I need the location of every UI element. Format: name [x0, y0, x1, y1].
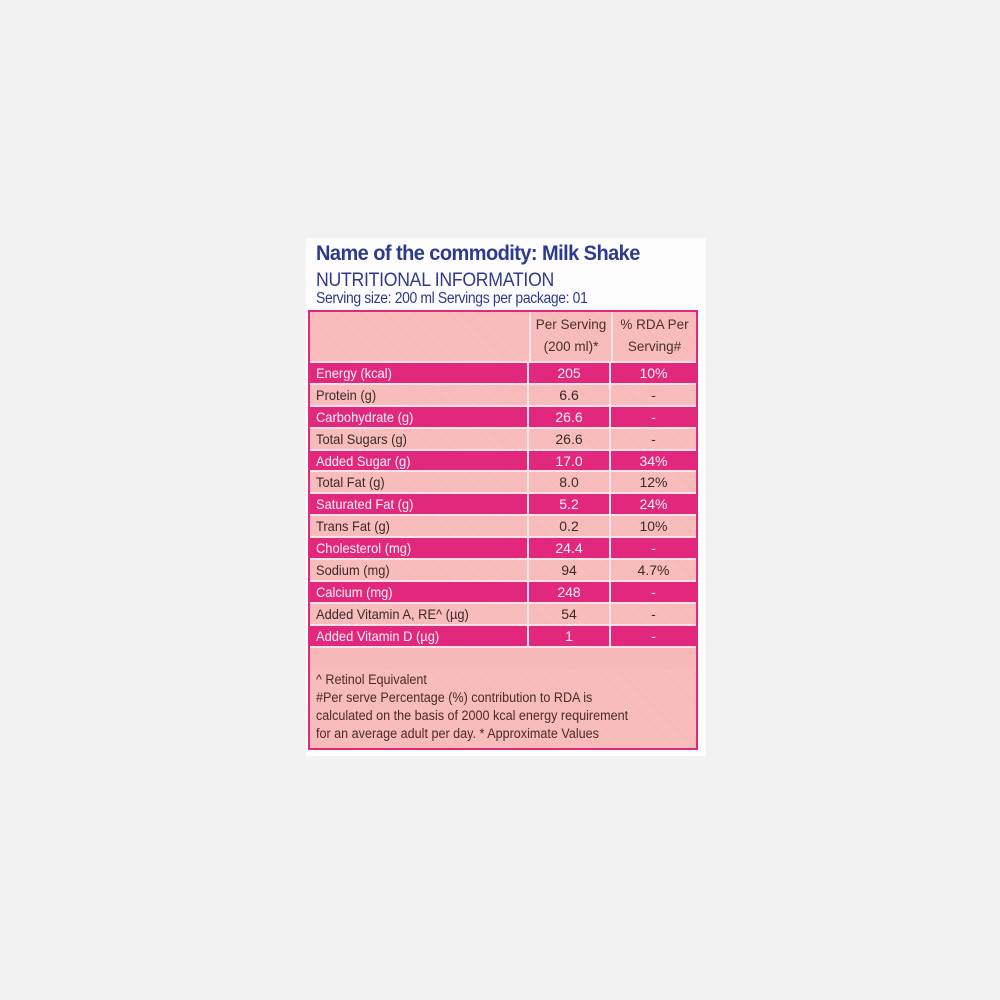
rda-value: 34% — [609, 450, 696, 471]
per-serving-value: 248 — [527, 581, 609, 602]
table-row-cholesterol: Cholesterol (mg) 24.4 - — [310, 538, 696, 561]
rda-value: - — [609, 406, 696, 427]
rda-value: - — [609, 603, 696, 624]
nutrient-name: Saturated Fat (g) — [316, 496, 414, 513]
table-row-sodium: Sodium (mg) 94 4.7% — [310, 560, 696, 582]
rda-value: - — [609, 428, 696, 449]
nutrient-name: Energy (kcal) — [316, 365, 392, 381]
rda-value: 10% — [609, 516, 696, 537]
per-serving-value: 26.6 — [527, 406, 609, 427]
nutrient-name: Total Fat (g) — [316, 474, 385, 491]
rda-value: 4.7% — [609, 560, 696, 580]
nutrition-table: Per Serving (200 ml)* % RDA Per Serving#… — [308, 310, 698, 750]
table-row-protein: Protein (g) 6.6 - — [310, 384, 696, 407]
table-body: Energy (kcal) 205 10% Protein (g) 6.6 - … — [310, 363, 696, 648]
table-row-carbohydrate: Carbohydrate (g) 26.6 - — [310, 406, 696, 429]
per-serving-value: 0.2 — [527, 516, 609, 537]
rda-value: 24% — [609, 494, 696, 515]
per-serving-value: 26.6 — [527, 428, 609, 449]
nutrient-name: Calcium (mg) — [316, 583, 393, 600]
per-serving-value: 6.6 — [527, 384, 609, 405]
rda-value: - — [609, 538, 696, 559]
per-serving-value: 54 — [527, 603, 609, 624]
footnote-retinol: ^ Retinol Equivalent — [316, 672, 427, 687]
nutrient-name: Sodium (mg) — [316, 562, 390, 579]
nutrient-name: Added Vitamin A, RE^ (µg) — [316, 605, 469, 622]
rda-value: 10% — [609, 363, 696, 383]
table-row-added-sugar: Added Sugar (g) 17.0 34% — [310, 450, 696, 473]
column-header-per-serving: Per Serving (200 ml)* — [529, 312, 611, 361]
per-serving-value: 94 — [527, 560, 609, 580]
per-serving-value: 17.0 — [527, 450, 609, 471]
per-serving-value: 1 — [527, 625, 609, 646]
table-row-saturated-fat: Saturated Fat (g) 5.2 24% — [310, 494, 696, 517]
nutrient-name: Trans Fat (g) — [316, 518, 390, 535]
rda-label: % RDA Per — [620, 317, 689, 332]
table-row-vitamin-d: Added Vitamin D (µg) 1 - — [310, 625, 696, 648]
nutrient-name: Added Vitamin D (µg) — [316, 627, 440, 644]
rda-value: - — [609, 625, 696, 646]
nutrient-name: Total Sugars (g) — [316, 430, 407, 447]
footnotes: ^ Retinol Equivalent #Per serve Percenta… — [310, 669, 696, 748]
rda-serving: Serving# — [627, 339, 682, 354]
commodity-title: Name of the commodity: Milk Shake — [316, 241, 640, 265]
nutrient-name: Carbohydrate (g) — [316, 408, 414, 425]
per-serving-label: Per Serving — [535, 317, 607, 332]
rda-value: - — [609, 581, 696, 602]
column-header-rda: % RDA Per Serving# — [611, 312, 696, 361]
per-serving-value: 8.0 — [527, 472, 609, 493]
table-row-calcium: Calcium (mg) 248 - — [310, 581, 696, 604]
footnote-rda-line2: calculated on the basis of 2000 kcal ene… — [316, 708, 629, 723]
nutrition-heading: NUTRITIONAL INFORMATION — [316, 270, 555, 291]
table-row-trans-fat: Trans Fat (g) 0.2 10% — [310, 516, 696, 539]
table-row-vitamin-a: Added Vitamin A, RE^ (µg) 54 - — [310, 603, 696, 626]
per-serving-value: 5.2 — [527, 494, 609, 515]
nutrient-name: Added Sugar (g) — [316, 452, 411, 469]
footnote-rda-line1: #Per serve Percentage (%) contribution t… — [316, 690, 593, 705]
rda-value: 12% — [609, 472, 696, 493]
nutrition-label: Name of the commodity: Milk Shake NUTRIT… — [306, 238, 706, 756]
per-serving-value: 24.4 — [527, 538, 609, 559]
table-header: Per Serving (200 ml)* % RDA Per Serving# — [310, 312, 696, 363]
per-serving-size: (200 ml)* — [543, 339, 599, 354]
table-row-total-sugars: Total Sugars (g) 26.6 - — [310, 428, 696, 451]
table-row-total-fat: Total Fat (g) 8.0 12% — [310, 472, 696, 495]
serving-info: Serving size: 200 ml Servings per packag… — [316, 290, 588, 307]
nutrient-name: Protein (g) — [316, 386, 377, 403]
nutrient-name: Cholesterol (mg) — [316, 540, 412, 557]
footnote-rda-line3: for an average adult per day. * Approxim… — [316, 726, 599, 741]
rda-value: - — [609, 384, 696, 405]
per-serving-value: 205 — [527, 363, 609, 383]
table-row-energy: Energy (kcal) 205 10% — [310, 363, 696, 385]
